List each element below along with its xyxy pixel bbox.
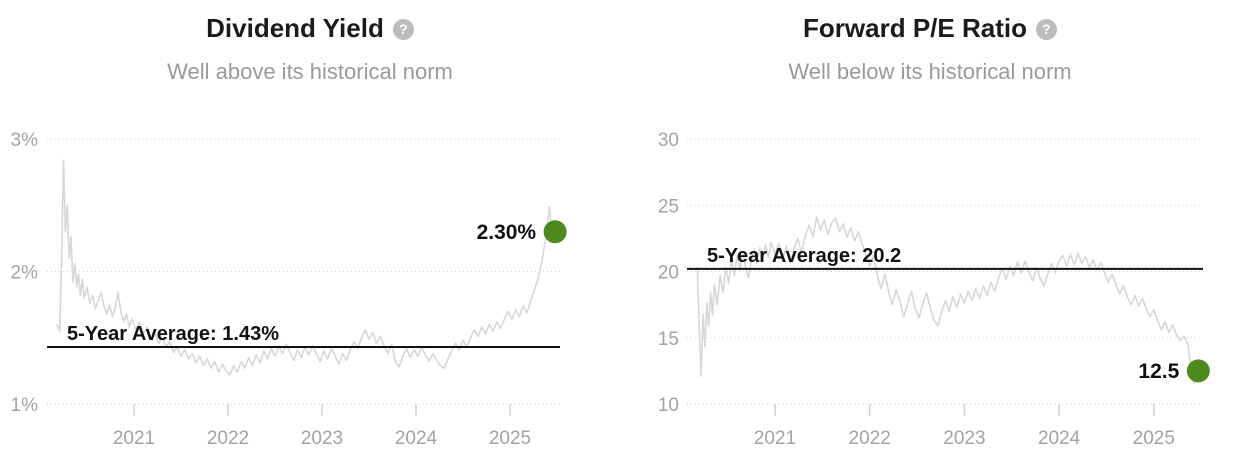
x-axis-tick-label: 2024 [395,428,438,449]
x-axis-tick-label: 2025 [1133,428,1175,449]
current-value-dot [543,220,567,244]
y-axis-tick-label: 2% [11,263,39,284]
average-label: 5-Year Average: 20.2 [707,245,901,267]
y-axis-tick-label: 1% [11,395,39,416]
average-label: 5-Year Average: 1.43% [67,323,279,345]
y-axis-tick-label: 15 [658,329,679,350]
y-axis-tick-label: 20 [658,263,679,284]
chart-subtitle: Well below its historical norm [788,59,1072,84]
question-mark-glyph: ? [399,21,408,37]
x-axis-tick-label: 2023 [943,428,985,449]
help-icon[interactable]: ? [1035,18,1057,40]
current-value-dot [1186,359,1210,383]
y-axis-tick-label: 10 [658,395,679,416]
dividend-yield-title-row: Dividend Yield ? [206,13,414,43]
y-axis-tick-label: 3% [11,130,39,151]
chart-subtitle: Well above its historical norm [167,59,453,84]
series-line [696,216,1200,384]
dividend-yield-panel: Dividend Yield ? Well above its historic… [0,0,620,451]
forward-pe-header: Forward P/E Ratio ? Well below its histo… [620,0,1240,85]
help-icon[interactable]: ? [392,18,414,40]
x-axis-tick-label: 2022 [849,428,891,449]
dividend-yield-header: Dividend Yield ? Well above its historic… [0,0,620,85]
forward-pe-panel: Forward P/E Ratio ? Well below its histo… [620,0,1240,451]
y-axis-tick-label: 30 [658,130,679,151]
chart-title: Dividend Yield [206,13,384,43]
chart-title: Forward P/E Ratio [803,13,1027,43]
forward-pe-title-row: Forward P/E Ratio ? [803,13,1057,43]
x-axis-tick-label: 2021 [754,428,796,449]
x-axis-tick-label: 2023 [301,428,343,449]
dividend-yield-chart[interactable]: 1% 2% 3% 2021 2022 2023 2024 2025 5-Year Average… [0,0,620,451]
x-axis-tick-label: 2022 [207,428,249,449]
x-axis-tick-label: 2025 [489,428,531,449]
current-value-label: 2.30% [477,221,537,244]
x-axis-tick-label: 2021 [113,428,155,449]
current-value-label: 12.5 [1138,360,1179,383]
question-mark-glyph: ? [1042,21,1051,37]
y-axis-tick-label: 25 [658,196,679,217]
x-axis-tick-label: 2024 [1038,428,1081,449]
